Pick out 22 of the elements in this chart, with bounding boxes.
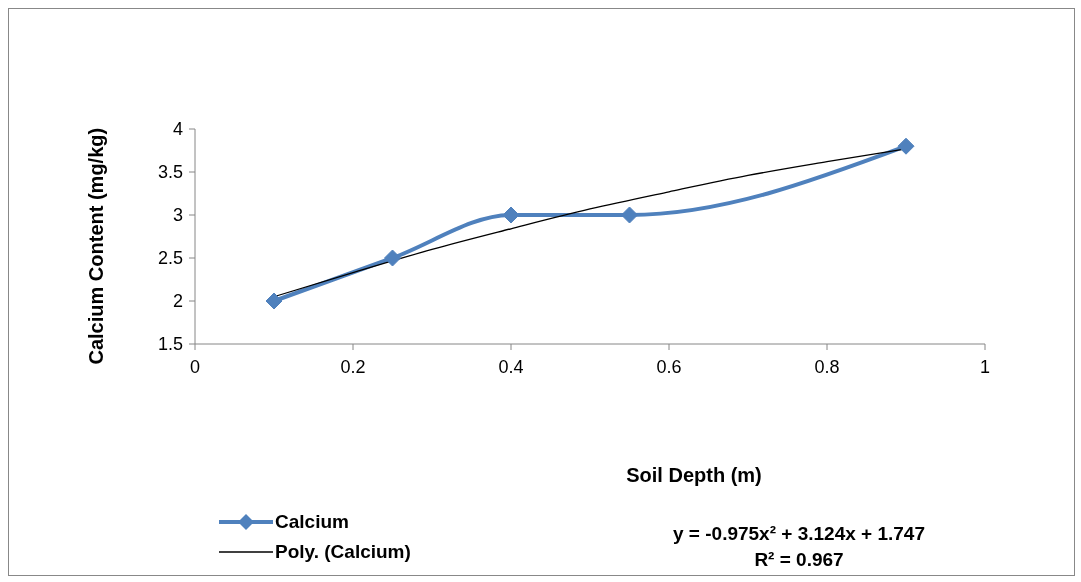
x-tick-label: 0.4 [498, 356, 524, 377]
y-tick-label: 2.5 [157, 248, 183, 269]
point [265, 292, 283, 310]
y-tick-label: 3.5 [157, 162, 183, 183]
text: R² = 0.967 [753, 548, 845, 572]
y-tick-label: 3 [172, 205, 183, 226]
y-axis-title: Calcium Content (mg/kg) [85, 127, 108, 365]
x-axis-title: Soil Depth (m) [625, 464, 763, 487]
y-tick-label: 2 [172, 291, 183, 312]
point [621, 206, 638, 224]
x-tick-label: 0 [189, 356, 201, 377]
text: y = -0.975x² + 3.124x + 1.747 [672, 522, 926, 546]
point [384, 249, 401, 267]
legend-label: Poly. (Calcium) [275, 540, 411, 564]
x-tick-label: 1 [979, 356, 991, 377]
y-tick-label: 1.5 [157, 334, 183, 355]
x-tick-label: 0.6 [656, 356, 682, 377]
point [897, 137, 915, 155]
y-tick-label: 4 [172, 119, 183, 140]
legend-label: Calcium [275, 510, 349, 534]
x-tick-label: 0.8 [814, 356, 840, 377]
x-tick-label: 0.2 [340, 356, 366, 377]
